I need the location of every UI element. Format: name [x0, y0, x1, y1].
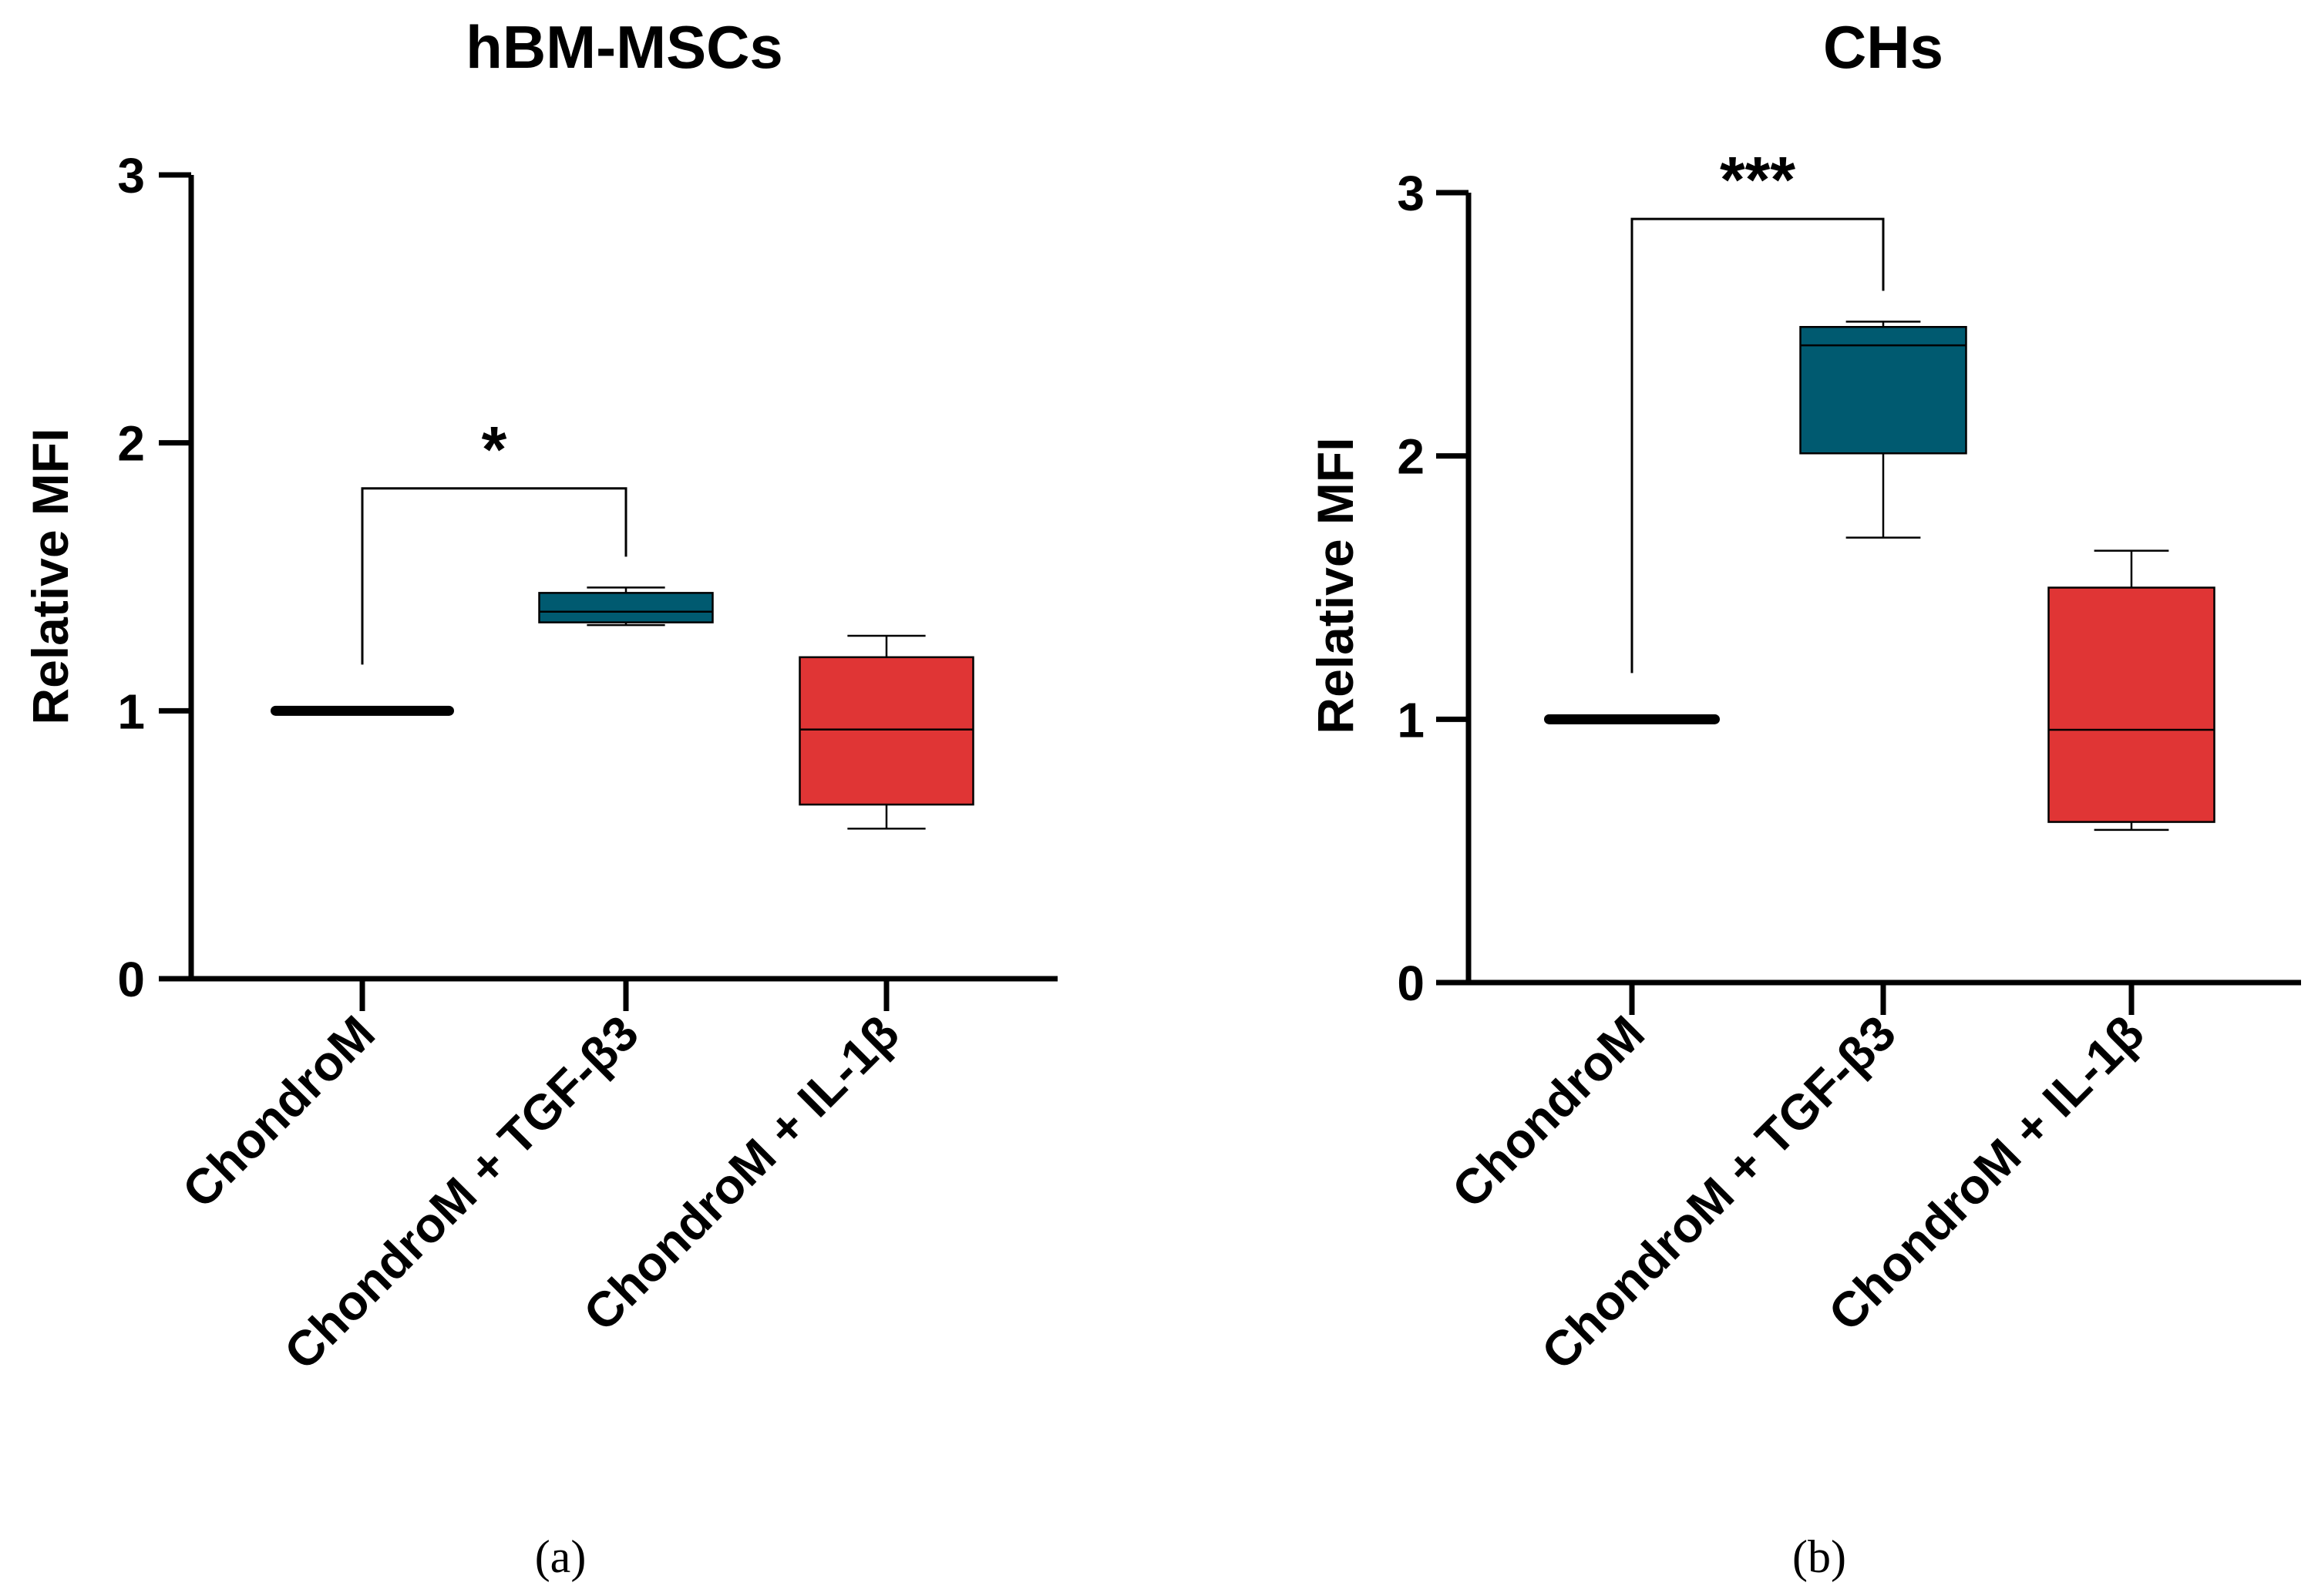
significance-label: ***	[1720, 143, 1795, 216]
panel-label: (a)	[535, 1531, 587, 1582]
panel-label: (b)	[1792, 1531, 1846, 1582]
chart-title: hBM-MSCs	[466, 13, 783, 81]
x-category-label: ChondroM	[1442, 1005, 1655, 1218]
y-tick-label: 2	[1397, 429, 1425, 485]
box-iqr	[538, 592, 714, 623]
y-tick-label: 1	[1397, 692, 1425, 748]
y-tick-label: 2	[117, 416, 145, 472]
box-iqr	[799, 656, 974, 806]
y-tick-label: 1	[117, 684, 145, 739]
significance-label: *	[482, 413, 507, 486]
y-axis-label: Relative MFI	[1307, 437, 1364, 734]
y-tick-label: 3	[117, 148, 145, 203]
box-iqr	[2047, 586, 2215, 823]
box-iqr	[1799, 326, 1967, 455]
y-tick-label: 3	[1397, 166, 1425, 221]
significance-bracket	[361, 487, 627, 665]
x-category-label: ChondroM	[172, 1005, 385, 1218]
y-axis-label: Relative MFI	[22, 428, 79, 724]
chart-title: CHs	[1823, 13, 1943, 81]
y-tick-label: 0	[1397, 956, 1425, 1011]
y-tick-label: 0	[117, 952, 145, 1007]
significance-bracket	[1630, 217, 1885, 674]
